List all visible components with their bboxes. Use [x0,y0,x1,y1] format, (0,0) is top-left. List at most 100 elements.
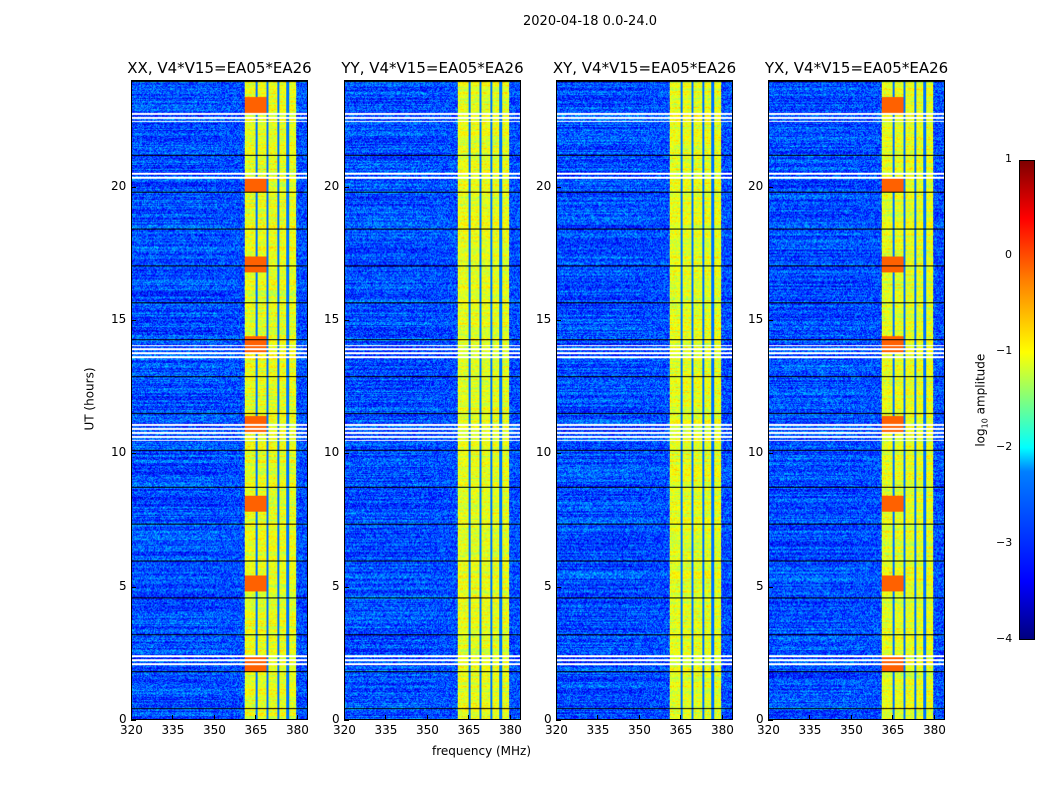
y-tick-label: 10 [324,445,340,460]
y-tick-mark [768,453,773,455]
colorbar-tick-label: −4 [996,632,1013,645]
y-tick-label: 10 [536,445,552,460]
y-tick-mark [556,586,561,588]
x-tick-mark [172,715,174,720]
x-tick-label: 380 [498,723,522,737]
heatmap-image [557,81,732,719]
x-tick-mark [213,715,215,720]
x-tick-mark [385,715,387,720]
heatmap-image [345,81,520,719]
y-tick-mark [344,186,349,188]
x-tick-label: 380 [922,723,946,737]
colorbar-tick-label: 1 [1005,152,1012,165]
y-tick-mark [768,586,773,588]
x-tick-mark [850,715,852,720]
colorbar-tick-label: −2 [996,440,1013,453]
x-tick-mark [597,715,599,720]
x-tick-mark [721,715,723,720]
x-tick-label: 335 [586,723,610,737]
x-tick-label: 335 [798,723,822,737]
y-tick-mark [344,586,349,588]
x-tick-label: 335 [161,723,185,737]
y-tick-label: 15 [536,312,552,326]
y-tick-label: 5 [332,578,340,593]
colorbar-tick-label: 0 [1005,248,1012,261]
x-tick-mark [933,715,935,720]
x-tick-label: 380 [285,723,309,737]
y-tick-mark [768,320,773,321]
y-tick-label: 5 [544,578,552,593]
y-tick-label: 0 [756,712,764,726]
colorbar-label: log10 amplitude [973,353,990,447]
y-tick-label: 15 [324,312,340,326]
y-tick-label: 15 [111,312,127,326]
x-tick-mark [892,715,894,720]
x-tick-label: 350 [627,723,651,737]
y-tick-mark [131,720,136,721]
y-tick-label: 10 [111,445,127,460]
x-tick-label: 365 [881,723,905,737]
y-tick-mark [556,320,561,321]
y-tick-mark [768,720,773,721]
y-tick-label: 0 [332,712,340,726]
y-tick-mark [344,720,349,721]
x-tick-mark [809,715,811,720]
x-tick-label: 320 [545,723,568,737]
heatmap-image [769,81,944,719]
x-tick-mark [468,715,470,720]
y-tick-label: 10 [748,445,764,460]
x-tick-mark [296,715,298,720]
heatmap-panel [131,80,308,720]
y-tick-mark [131,586,136,588]
heatmap-panel [344,80,521,720]
y-tick-mark [344,453,349,455]
colorbar [1019,160,1035,640]
x-axis-label: frequency (MHz) [432,744,532,758]
x-tick-mark [344,715,345,720]
y-tick-label: 5 [756,578,764,593]
panel-title: YX, V4*V15=EA05*EA26 [764,59,949,77]
y-tick-label: 0 [119,712,127,726]
x-tick-label: 350 [415,723,439,737]
y-tick-label: 20 [748,178,764,193]
y-tick-label: 15 [748,312,764,326]
x-tick-mark [255,715,257,720]
y-tick-mark [131,453,136,455]
x-tick-label: 320 [120,723,143,737]
x-tick-label: 350 [202,723,226,737]
heatmap-panel [768,80,945,720]
y-tick-mark [131,320,136,321]
colorbar-tick-label: −3 [996,536,1013,549]
y-tick-mark [131,186,136,188]
y-tick-mark [556,186,561,188]
y-tick-mark [556,453,561,455]
y-tick-label: 0 [544,712,552,726]
heatmap-image [132,81,307,719]
x-tick-mark [768,715,769,720]
x-tick-label: 320 [757,723,780,737]
x-tick-mark [556,715,557,720]
x-tick-label: 335 [374,723,398,737]
x-tick-label: 365 [244,723,268,737]
x-tick-label: 380 [710,723,734,737]
y-tick-mark [768,186,773,188]
y-tick-mark [344,320,349,321]
heatmap-panel [556,80,733,720]
figure-title: 2020-04-18 0.0-24.0 [523,14,657,29]
panel-title: XY, V4*V15=EA05*EA26 [552,59,737,77]
x-tick-label: 320 [333,723,356,737]
y-tick-mark [556,720,561,721]
panel-title: XX, V4*V15=EA05*EA26 [127,59,312,77]
x-tick-mark [638,715,640,720]
x-tick-mark [131,715,132,720]
y-tick-label: 20 [536,178,552,193]
x-tick-label: 365 [457,723,481,737]
y-tick-label: 20 [324,178,340,193]
colorbar-tick-label: −1 [996,344,1013,357]
x-tick-mark [680,715,682,720]
y-tick-label: 5 [119,578,127,593]
y-axis-label: UT (hours) [82,367,97,431]
y-tick-label: 20 [111,178,127,193]
x-tick-label: 365 [669,723,693,737]
x-tick-mark [509,715,511,720]
